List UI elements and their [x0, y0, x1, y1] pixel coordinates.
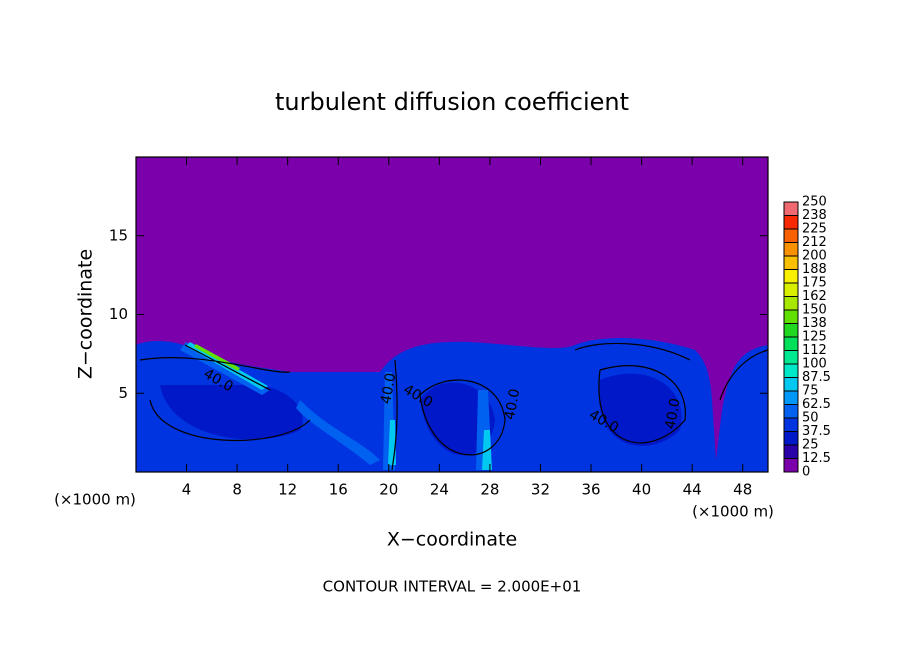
x-tick-label: 24: [430, 481, 449, 499]
footer-note: CONTOUR INTERVAL = 2.000E+01: [323, 578, 582, 596]
x-tick-label: 12: [278, 481, 297, 499]
x-axis-label: X−coordinate: [387, 529, 517, 551]
contour-line: [139, 342, 769, 471]
y-tick-label: 5: [118, 384, 128, 402]
x-tick-label: 20: [379, 481, 398, 499]
y-axis-label: Z−coordinate: [75, 249, 97, 379]
y-tick-label: 15: [109, 226, 128, 244]
colorbar-label: 37.5: [802, 424, 831, 439]
colorbar-label: 62.5: [802, 397, 831, 412]
colorbar-band: [784, 269, 798, 283]
colorbar-label: 250: [802, 195, 827, 210]
colorbar-band: [784, 323, 798, 337]
colorbar-label: 0: [802, 465, 810, 480]
colorbar-label: 238: [802, 208, 827, 223]
y-tick-label: 10: [109, 305, 128, 323]
x-tick-label: 40: [632, 481, 651, 499]
colorbar-band: [784, 202, 798, 216]
colorbar-band: [784, 431, 798, 445]
colorbar-band: [784, 337, 798, 351]
x-tick-label: 44: [683, 481, 702, 499]
colorbar-band: [784, 404, 798, 418]
colorbar-band: [784, 418, 798, 432]
colorbar-label: 100: [802, 357, 827, 372]
x-tick-label: 8: [232, 481, 242, 499]
contour-label: 40.0: [502, 388, 523, 421]
colorbar-label: 87.5: [802, 370, 831, 385]
colorbar-label: 175: [802, 276, 827, 291]
chart-title: turbulent diffusion coefficient: [275, 88, 629, 116]
colorbar-band: [784, 283, 798, 297]
colorbar-label: 225: [802, 222, 827, 237]
x-unit-label: (×1000 m): [692, 503, 774, 521]
colorbar-label: 162: [802, 289, 827, 304]
colorbar-band: [784, 350, 798, 364]
x-tick-label: 28: [480, 481, 499, 499]
colorbar-label: 12.5: [802, 451, 831, 466]
colorbar-label: 50: [802, 411, 819, 426]
colorbar-band: [784, 296, 798, 310]
x-tick-label: 32: [531, 481, 550, 499]
colorbar-band: [784, 458, 798, 472]
colorbar-band: [784, 229, 798, 243]
contour-label: 40.0: [378, 372, 399, 405]
field: [136, 157, 769, 472]
x-unit-label: (×1000 m): [54, 491, 136, 509]
colorbar-band: [784, 377, 798, 391]
contour-label: 40.0: [663, 397, 684, 430]
x-tick-label: 36: [581, 481, 600, 499]
colorbar-label: 212: [802, 235, 827, 250]
field-region: [194, 344, 240, 371]
colorbar-label: 125: [802, 330, 827, 345]
colorbar-label: 112: [802, 343, 827, 358]
colorbar-band: [784, 256, 798, 270]
colorbar-label: 75: [802, 384, 819, 399]
field-region: [160, 373, 682, 456]
colorbar-band: [784, 445, 798, 459]
x-tick-label: 16: [329, 481, 348, 499]
x-tick-label: 48: [733, 481, 752, 499]
colorbar-band: [784, 391, 798, 405]
colorbar-label: 188: [802, 262, 827, 277]
x-tick-label: 4: [182, 481, 192, 499]
colorbar-band: [784, 215, 798, 229]
colorbar-label: 138: [802, 316, 827, 331]
colorbar-band: [784, 242, 798, 256]
colorbar-band: [784, 364, 798, 378]
colorbar-label: 150: [802, 303, 827, 318]
colorbar-label: 200: [802, 249, 827, 264]
colorbar-label: 25: [802, 438, 819, 453]
colorbar-band: [784, 310, 798, 324]
